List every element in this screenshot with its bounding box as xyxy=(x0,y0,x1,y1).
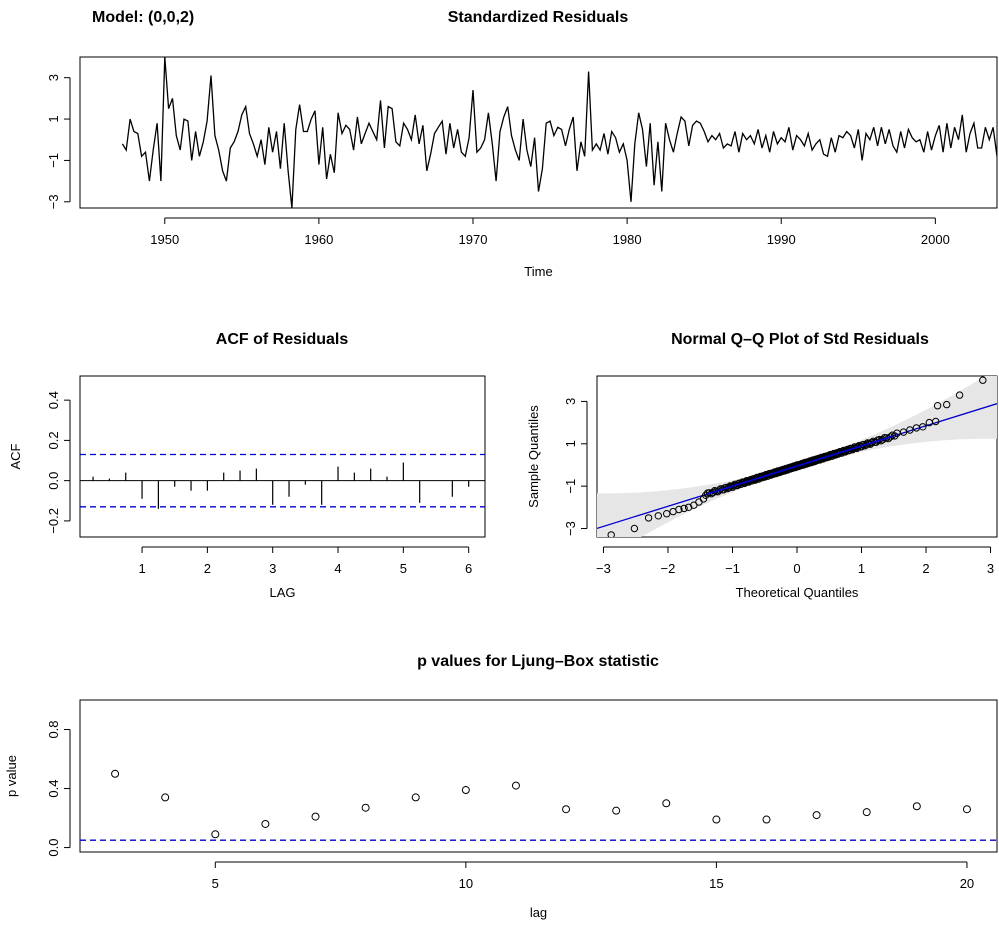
qq-plot-ytick-label: 3 xyxy=(563,398,578,405)
standardized-residuals-xtick-label: 1960 xyxy=(304,232,333,247)
qq-plot-panel: Normal Q–Q Plot of Std Residuals Theoreti… xyxy=(526,331,998,600)
standardized-residuals-ytick-label: −3 xyxy=(46,194,61,209)
qq-point xyxy=(680,504,688,513)
standardized-residuals-ytick-label: −1 xyxy=(46,153,61,168)
qq-point xyxy=(607,531,615,537)
ljung-pvalue-point xyxy=(862,808,871,817)
acf-residuals-panel: ACF of Residuals LAG ACF 1 2 3 4 5 6 −0.2 0.0 0.2 0.… xyxy=(8,331,486,600)
standardized-residuals-title: Standardized Residuals xyxy=(448,9,629,26)
ljung-box-ytick-label: 0.0 xyxy=(46,839,61,857)
qq-point xyxy=(906,426,914,434)
qq-point xyxy=(654,512,662,520)
acf-residuals-ylabel: ACF xyxy=(8,443,23,469)
standardized-residuals-panel: Standardized Residuals Time 1950 1960 1970 19… xyxy=(46,9,998,279)
ljung-pvalue-point xyxy=(311,812,320,821)
qq-plot-xtick-label: −1 xyxy=(725,561,740,576)
acf-residuals-xtick-label: 4 xyxy=(334,561,341,576)
ljung-pvalue-point xyxy=(812,811,821,820)
qq-plot-xlabel: Theoretical Quantiles xyxy=(736,585,859,600)
acf-residuals-xtick-label: 3 xyxy=(269,561,276,576)
standardized-residuals-xtick-label: 1970 xyxy=(459,232,488,247)
qq-point xyxy=(899,428,908,436)
qq-reference-line-overlay xyxy=(706,434,895,496)
ljung-pvalue-point xyxy=(962,805,971,814)
ljung-box-xtick-label: 5 xyxy=(212,876,219,891)
ljung-pvalue-point xyxy=(261,819,270,828)
ljung-pvalue-point xyxy=(511,781,520,790)
standardized-residuals-xtick-label: 1950 xyxy=(150,232,179,247)
qq-point xyxy=(663,510,671,518)
acf-residuals-ytick-label: 0.0 xyxy=(46,472,61,490)
qq-point xyxy=(690,501,698,509)
qq-point xyxy=(886,433,894,441)
acf-residuals-ytick-label: 0.2 xyxy=(46,431,61,449)
ljung-pvalue-point xyxy=(161,793,170,802)
acf-residuals-xtick-label: 2 xyxy=(204,561,211,576)
standardized-residuals-frame xyxy=(79,56,998,209)
ljung-box-frame xyxy=(79,699,998,853)
qq-plot-xtick-label: −3 xyxy=(596,561,611,576)
ljung-pvalue-point xyxy=(211,830,220,839)
acf-residuals-xlabel: LAG xyxy=(269,585,295,600)
acf-residuals-xtick-label: 5 xyxy=(400,561,407,576)
ljung-pvalue-point xyxy=(762,815,771,824)
acf-residuals-frame xyxy=(79,375,486,538)
ljung-box-ylabel: p value xyxy=(4,755,19,797)
standardized-residuals-ytick-label: 1 xyxy=(46,115,61,122)
qq-point xyxy=(943,400,951,409)
ljung-pvalue-point xyxy=(411,793,420,802)
ljung-pvalue-point xyxy=(111,769,120,778)
qq-point xyxy=(675,505,683,514)
ljung-box-xtick-label: 20 xyxy=(960,876,974,891)
ljung-box-ytick-label: 0.8 xyxy=(46,720,61,738)
ljung-box-xtick-label: 10 xyxy=(459,876,473,891)
qq-plot-ylabel: Sample Quantiles xyxy=(526,405,541,508)
residual-series-line xyxy=(121,57,997,208)
qq-plot-xtick-label: 3 xyxy=(987,561,994,576)
qq-plot-xtick-label: 0 xyxy=(793,561,800,576)
qq-plot-frame xyxy=(596,375,998,538)
qq-point xyxy=(919,423,927,431)
qq-point xyxy=(955,391,964,399)
ljung-box-panel: p values for Ljung–Box statistic lag p val… xyxy=(4,653,998,920)
qq-plot-xtick-label: −2 xyxy=(661,561,676,576)
qq-point xyxy=(933,402,942,410)
ljung-box-title: p values for Ljung–Box statistic xyxy=(417,653,659,670)
ljung-pvalue-point xyxy=(712,815,721,824)
ljung-box-ytick-label: 0.4 xyxy=(46,780,61,798)
qq-plot-xtick-label: 2 xyxy=(922,561,929,576)
qq-plot-ytick-label: −3 xyxy=(563,521,578,536)
qq-plot-xtick-label: 1 xyxy=(858,561,865,576)
ljung-pvalue-point xyxy=(912,802,921,811)
standardized-residuals-ytick-label: 3 xyxy=(46,74,61,81)
qq-point xyxy=(644,514,653,522)
qq-plot-ytick-label: 1 xyxy=(563,440,578,447)
acf-residuals-ytick-label: 0.4 xyxy=(46,391,61,409)
ljung-pvalue-point xyxy=(361,803,370,812)
qq-point xyxy=(699,495,708,503)
acf-residuals-ytick-label: −0.2 xyxy=(46,508,61,534)
panels: Standardized Residuals Time 1950 1960 1970 19… xyxy=(4,9,998,920)
qq-plot-title: Normal Q–Q Plot of Std Residuals xyxy=(671,331,929,348)
model-label: Model: (0,0,2) xyxy=(92,9,194,26)
standardized-residuals-xtick-label: 2000 xyxy=(921,232,950,247)
ljung-box-xtick-label: 15 xyxy=(709,876,723,891)
acf-residuals-title: ACF of Residuals xyxy=(216,331,349,348)
qq-point xyxy=(630,524,639,533)
qq-plot-ytick-label: −1 xyxy=(563,479,578,494)
ljung-pvalue-point xyxy=(461,786,470,795)
ljung-pvalue-point xyxy=(562,805,571,814)
standardized-residuals-xtick-label: 1990 xyxy=(767,232,796,247)
standardized-residuals-xtick-label: 1980 xyxy=(613,232,642,247)
ljung-box-xlabel: lag xyxy=(530,905,547,920)
ljung-pvalue-point xyxy=(662,799,671,808)
acf-residuals-xtick-label: 6 xyxy=(465,561,472,576)
standardized-residuals-xlabel: Time xyxy=(524,264,552,279)
ljung-pvalue-point xyxy=(612,806,621,815)
qq-point xyxy=(932,417,940,426)
acf-residuals-xtick-label: 1 xyxy=(138,561,145,576)
qq-point xyxy=(979,376,987,384)
